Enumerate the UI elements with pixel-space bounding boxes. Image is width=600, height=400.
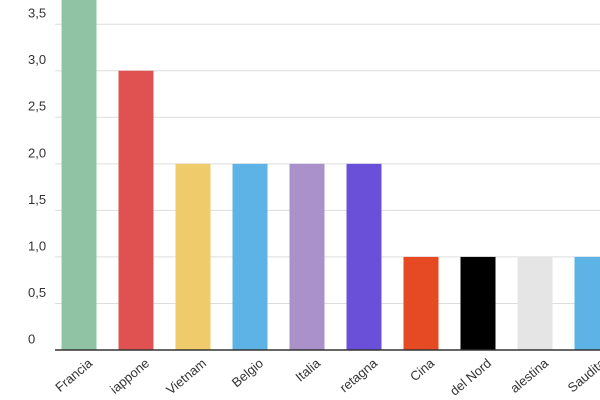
y-tick-label: 1,5	[28, 192, 46, 207]
x-tick-label: alestina	[507, 355, 552, 396]
x-tick-label: Francia	[52, 355, 95, 395]
y-tick-label: 2,5	[28, 99, 46, 114]
x-tick-label: Saudita	[565, 355, 600, 395]
x-tick-label: del Nord	[447, 355, 494, 398]
bar	[289, 163, 325, 350]
x-tick-label: iappone	[107, 355, 152, 396]
bar	[346, 163, 382, 350]
bar	[403, 256, 439, 350]
y-tick-label: 1,0	[28, 238, 46, 253]
x-tick-label: Vietnam	[163, 355, 209, 397]
x-tick-label: Italia	[292, 355, 323, 385]
x-tick-label: retagna	[337, 355, 381, 395]
y-tick-label: 3,5	[28, 6, 46, 21]
y-tick-label: 0	[28, 331, 35, 346]
bar	[232, 163, 268, 350]
bar	[574, 256, 600, 350]
bar	[460, 256, 496, 350]
bar	[61, 0, 97, 350]
y-tick-label: 3,0	[28, 52, 46, 67]
x-tick-label: Cina	[407, 355, 438, 384]
bar	[118, 70, 154, 350]
bar	[175, 163, 211, 350]
y-tick-label: 2,0	[28, 145, 46, 160]
bar	[517, 256, 553, 350]
y-tick-label: 0,5	[28, 285, 46, 300]
x-tick-label: Belgio	[229, 355, 266, 390]
